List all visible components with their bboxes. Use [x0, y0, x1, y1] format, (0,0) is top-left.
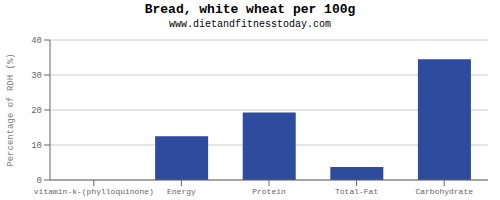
svg-text:0: 0 [37, 176, 42, 186]
html-text:Bread, white wheat per 100g: Bread, white wheat per 100g [144, 2, 356, 17]
svg-text:Percentage of RDH (%): Percentage of RDH (%) [8, 53, 16, 166]
svg-text:Carbohydrate: Carbohydrate [415, 187, 473, 196]
html-text:www.dietandfitnesstoday.com: www.dietandfitnesstoday.com [169, 19, 331, 30]
svg-text:Energy: Energy [167, 187, 196, 196]
svg-text:30: 30 [31, 71, 42, 81]
svg-text:Protein: Protein [252, 187, 286, 196]
svg-text:Total-Fat: Total-Fat [335, 187, 378, 196]
svg-text:40: 40 [31, 36, 42, 46]
svg-text:10: 10 [31, 141, 42, 151]
svg-text:20: 20 [31, 106, 42, 116]
svg-text:vitamin-k-(phylloquinone): vitamin-k-(phylloquinone) [34, 187, 154, 196]
